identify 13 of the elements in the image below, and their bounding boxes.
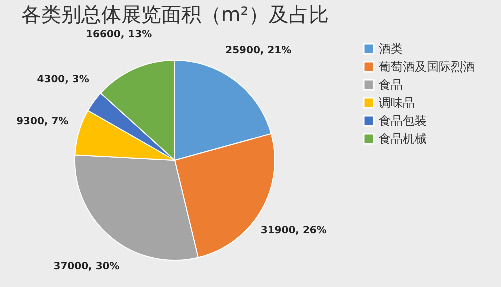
data-label: 9300, 7% <box>16 116 69 128</box>
legend-label: 葡萄酒及国际烈酒 <box>379 60 475 74</box>
data-label: 37000, 30% <box>54 262 120 273</box>
data-label: 25900, 21% <box>226 46 292 57</box>
legend-label: 食品 <box>379 78 403 92</box>
data-label: 16600, 13% <box>86 29 152 40</box>
legend-label: 食品机械 <box>379 132 427 146</box>
data-label: 4300, 3% <box>37 74 90 86</box>
legend-label: 食品包装 <box>379 114 427 128</box>
legend-label: 酒类 <box>379 42 403 56</box>
data-label: 31900, 26% <box>260 226 327 237</box>
legend-label: 调味品 <box>379 96 415 110</box>
chart-title: 各类别总体展览面积（m²）及占比 <box>21 2 329 26</box>
